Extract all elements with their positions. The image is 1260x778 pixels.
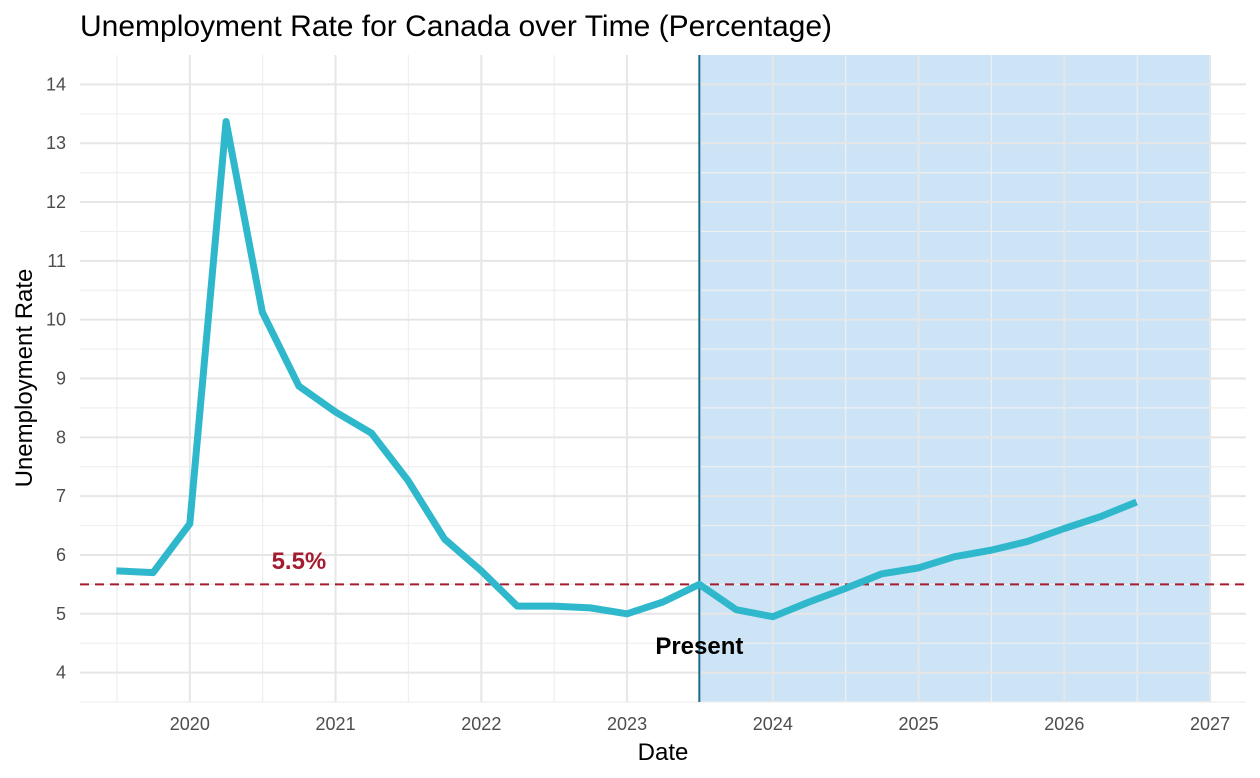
series-layer (116, 117, 1138, 621)
y-tick-label: 13 (46, 133, 66, 153)
reference-line-label: 5.5% (272, 548, 327, 575)
y-tick-label: 4 (56, 663, 66, 683)
x-tick-label: 2024 (753, 714, 793, 734)
y-tick-label: 7 (56, 486, 66, 506)
y-axis-ticks: 4 5 6 7 8 9 10 11 12 13 14 (46, 74, 66, 682)
x-tick-label: 2023 (607, 714, 647, 734)
major-grid (80, 55, 1246, 702)
chart-title: Unemployment Rate for Canada over Time (… (80, 10, 832, 43)
y-tick-label: 9 (56, 369, 66, 389)
x-tick-label: 2020 (170, 714, 210, 734)
y-tick-label: 11 (47, 251, 66, 271)
x-axis-ticks: 2020 2021 2022 2023 2024 2025 2026 2027 (170, 714, 1230, 734)
x-axis-title: Date (638, 739, 689, 766)
y-tick-label: 12 (46, 192, 66, 212)
x-tick-label: 2021 (316, 714, 356, 734)
y-axis-title: Unemployment Rate (11, 269, 38, 488)
y-tick-label: 8 (56, 427, 66, 447)
x-tick-label: 2025 (899, 714, 939, 734)
y-tick-label: 5 (56, 604, 66, 624)
y-tick-label: 14 (46, 74, 66, 94)
y-tick-label: 6 (56, 545, 66, 565)
y-tick-label: 10 (46, 310, 66, 330)
x-tick-label: 2026 (1044, 714, 1084, 734)
x-tick-label: 2022 (461, 714, 501, 734)
series-line-0 (116, 117, 1138, 621)
present-label: Present (655, 633, 743, 660)
x-tick-label: 2027 (1190, 714, 1230, 734)
